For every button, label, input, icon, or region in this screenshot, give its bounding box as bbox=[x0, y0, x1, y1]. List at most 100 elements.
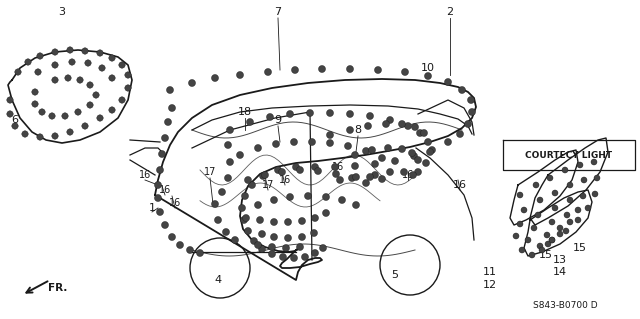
Circle shape bbox=[552, 205, 558, 211]
Circle shape bbox=[549, 219, 555, 225]
Circle shape bbox=[67, 47, 73, 53]
Circle shape bbox=[323, 210, 330, 217]
Circle shape bbox=[314, 167, 321, 174]
Circle shape bbox=[241, 217, 248, 224]
Circle shape bbox=[273, 140, 280, 147]
Circle shape bbox=[392, 158, 399, 165]
Circle shape bbox=[269, 243, 275, 250]
Circle shape bbox=[82, 123, 88, 129]
Circle shape bbox=[109, 75, 115, 81]
Circle shape bbox=[415, 157, 422, 164]
Circle shape bbox=[25, 59, 31, 65]
Circle shape bbox=[275, 167, 282, 174]
Circle shape bbox=[545, 241, 551, 247]
Circle shape bbox=[353, 174, 360, 181]
Circle shape bbox=[580, 193, 586, 199]
Circle shape bbox=[52, 77, 58, 83]
Circle shape bbox=[305, 192, 312, 199]
Circle shape bbox=[218, 189, 225, 196]
Circle shape bbox=[531, 225, 537, 231]
Circle shape bbox=[585, 205, 591, 211]
Circle shape bbox=[424, 138, 431, 145]
Text: 7: 7 bbox=[275, 7, 282, 17]
Circle shape bbox=[337, 176, 344, 183]
Circle shape bbox=[280, 254, 287, 261]
Circle shape bbox=[399, 145, 406, 152]
Circle shape bbox=[65, 75, 71, 81]
Circle shape bbox=[232, 236, 239, 243]
Circle shape bbox=[467, 97, 474, 103]
Text: FR.: FR. bbox=[48, 283, 67, 293]
Circle shape bbox=[346, 127, 353, 133]
Circle shape bbox=[326, 131, 333, 138]
Circle shape bbox=[119, 97, 125, 103]
Circle shape bbox=[7, 97, 13, 103]
Circle shape bbox=[312, 214, 319, 221]
Circle shape bbox=[36, 134, 44, 140]
Text: 15: 15 bbox=[573, 243, 587, 253]
Circle shape bbox=[7, 111, 13, 117]
Circle shape bbox=[575, 217, 581, 223]
Circle shape bbox=[422, 160, 429, 167]
Circle shape bbox=[349, 174, 355, 182]
Circle shape bbox=[285, 219, 291, 226]
Circle shape bbox=[186, 247, 193, 254]
Circle shape bbox=[362, 180, 369, 187]
Circle shape bbox=[291, 255, 298, 262]
Circle shape bbox=[99, 65, 105, 71]
Circle shape bbox=[52, 133, 58, 139]
Circle shape bbox=[367, 174, 374, 181]
Text: 12: 12 bbox=[483, 280, 497, 290]
Circle shape bbox=[67, 129, 73, 135]
Text: 16: 16 bbox=[139, 170, 151, 180]
Text: 14: 14 bbox=[553, 267, 567, 277]
Text: 10: 10 bbox=[421, 63, 435, 73]
Circle shape bbox=[168, 105, 175, 112]
Circle shape bbox=[535, 212, 541, 218]
Circle shape bbox=[333, 170, 339, 177]
Circle shape bbox=[401, 69, 408, 76]
Circle shape bbox=[154, 195, 161, 202]
Circle shape bbox=[36, 53, 44, 59]
Circle shape bbox=[161, 221, 168, 228]
Circle shape bbox=[445, 138, 451, 145]
Circle shape bbox=[557, 225, 563, 231]
Circle shape bbox=[287, 110, 294, 117]
Circle shape bbox=[563, 228, 569, 234]
Circle shape bbox=[351, 162, 358, 169]
Circle shape bbox=[445, 78, 451, 85]
Circle shape bbox=[177, 241, 184, 249]
Circle shape bbox=[87, 102, 93, 108]
Circle shape bbox=[465, 121, 472, 128]
Circle shape bbox=[244, 227, 252, 234]
Circle shape bbox=[292, 164, 300, 170]
Text: 16: 16 bbox=[169, 198, 181, 208]
Circle shape bbox=[410, 172, 417, 179]
Text: 16: 16 bbox=[279, 175, 291, 185]
Text: 5: 5 bbox=[392, 270, 399, 280]
Circle shape bbox=[404, 122, 412, 130]
Circle shape bbox=[385, 145, 392, 152]
Text: 1: 1 bbox=[148, 203, 156, 213]
Text: S843-B0700 D: S843-B0700 D bbox=[532, 300, 597, 309]
Circle shape bbox=[269, 250, 275, 257]
Text: 4: 4 bbox=[214, 275, 221, 285]
Circle shape bbox=[351, 152, 358, 159]
Circle shape bbox=[257, 217, 264, 224]
Circle shape bbox=[161, 135, 168, 142]
Circle shape bbox=[157, 167, 163, 174]
Circle shape bbox=[125, 85, 131, 91]
Circle shape bbox=[456, 130, 463, 137]
Text: 17: 17 bbox=[262, 180, 274, 190]
Circle shape bbox=[310, 229, 317, 236]
Circle shape bbox=[468, 108, 476, 115]
Circle shape bbox=[97, 115, 103, 121]
Circle shape bbox=[119, 62, 125, 68]
Circle shape bbox=[517, 221, 523, 227]
Circle shape bbox=[312, 164, 319, 170]
Circle shape bbox=[244, 176, 252, 183]
Circle shape bbox=[529, 252, 535, 258]
Circle shape bbox=[77, 77, 83, 83]
Circle shape bbox=[291, 66, 298, 73]
Circle shape bbox=[378, 154, 385, 161]
